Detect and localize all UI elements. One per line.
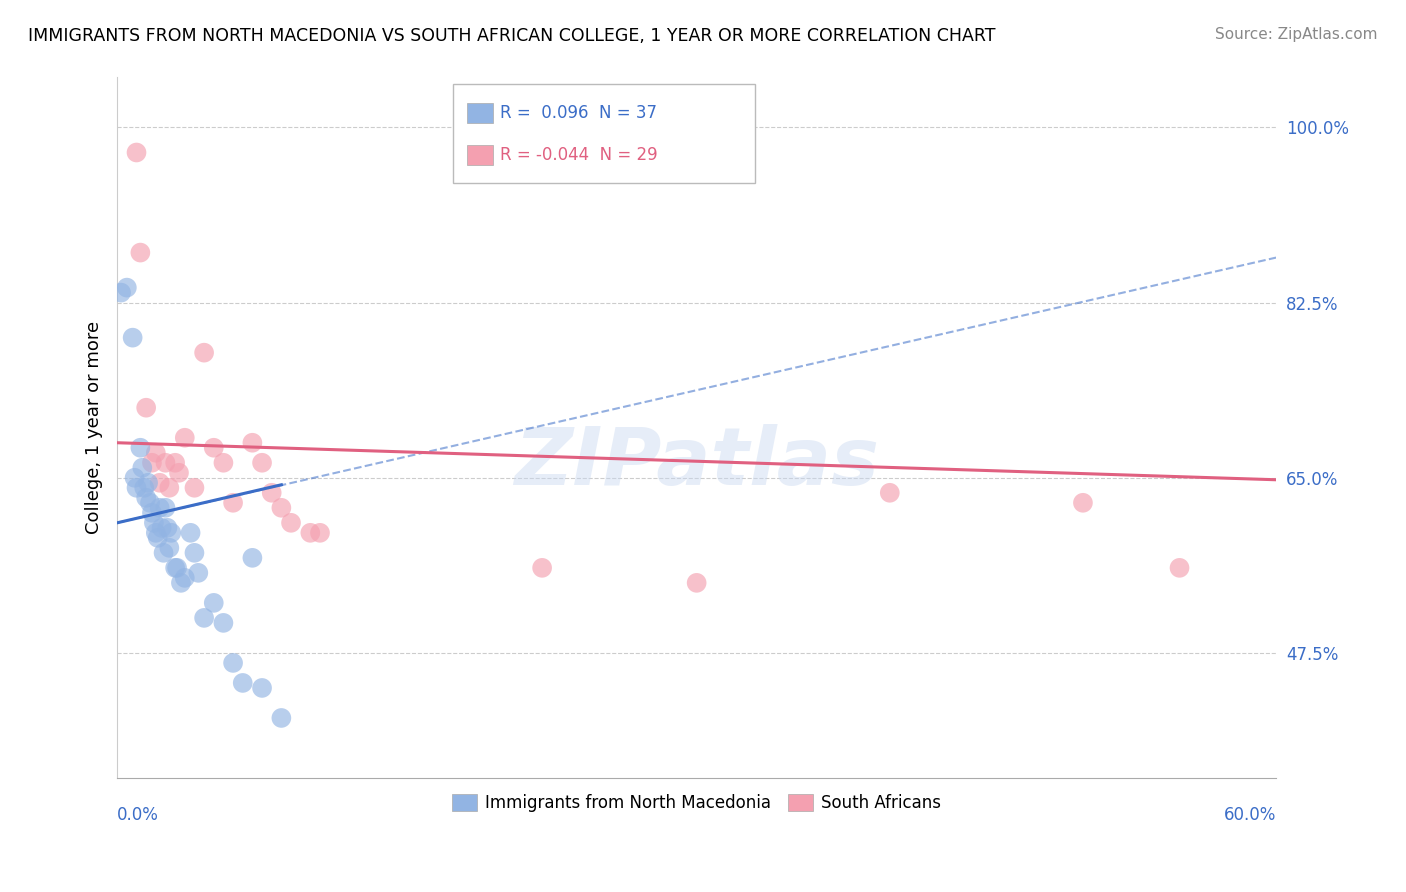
Point — [141, 506, 163, 520]
Point — [134, 481, 156, 495]
Point — [160, 525, 183, 540]
Point — [149, 475, 172, 490]
Point — [173, 431, 195, 445]
Point — [125, 145, 148, 160]
Point — [150, 521, 173, 535]
Point — [270, 711, 292, 725]
Point — [115, 280, 138, 294]
Point — [531, 561, 554, 575]
Point — [155, 456, 177, 470]
Text: R =  0.096  N = 37: R = 0.096 N = 37 — [499, 104, 657, 122]
Text: Source: ZipAtlas.com: Source: ZipAtlas.com — [1215, 27, 1378, 42]
Point — [145, 525, 167, 540]
Point — [685, 575, 707, 590]
Point — [142, 516, 165, 530]
Point — [149, 500, 172, 515]
Point — [146, 531, 169, 545]
Point — [129, 245, 152, 260]
Point — [202, 596, 225, 610]
Point — [110, 285, 132, 300]
Point — [121, 331, 143, 345]
Point — [139, 496, 162, 510]
Point — [222, 656, 245, 670]
Point — [166, 561, 188, 575]
Text: R = -0.044  N = 29: R = -0.044 N = 29 — [499, 146, 657, 164]
Point — [173, 571, 195, 585]
FancyBboxPatch shape — [453, 85, 755, 183]
Point — [879, 485, 901, 500]
Point — [299, 525, 322, 540]
Point — [157, 541, 180, 555]
Point — [170, 575, 193, 590]
Point — [152, 546, 174, 560]
Point — [183, 546, 205, 560]
Point — [1168, 561, 1191, 575]
Point — [242, 435, 264, 450]
Point — [250, 681, 273, 695]
Point — [202, 441, 225, 455]
Point — [124, 471, 146, 485]
Point — [222, 496, 245, 510]
Point — [260, 485, 283, 500]
Point — [155, 500, 177, 515]
Point — [782, 811, 804, 825]
Point — [193, 345, 215, 359]
Point — [135, 401, 157, 415]
Point — [125, 481, 148, 495]
Point — [270, 500, 292, 515]
Legend: Immigrants from North Macedonia, South Africans: Immigrants from North Macedonia, South A… — [446, 788, 948, 819]
FancyBboxPatch shape — [467, 145, 492, 165]
Point — [136, 475, 159, 490]
Text: 60.0%: 60.0% — [1223, 806, 1277, 824]
Point — [242, 550, 264, 565]
Point — [165, 456, 187, 470]
Point — [309, 525, 332, 540]
Text: 0.0%: 0.0% — [117, 806, 159, 824]
Text: ZIPatlas: ZIPatlas — [515, 424, 879, 502]
Point — [193, 611, 215, 625]
Point — [167, 466, 190, 480]
Point — [131, 460, 153, 475]
Point — [212, 615, 235, 630]
Point — [250, 456, 273, 470]
Point — [180, 525, 202, 540]
Point — [165, 561, 187, 575]
Text: IMMIGRANTS FROM NORTH MACEDONIA VS SOUTH AFRICAN COLLEGE, 1 YEAR OR MORE CORRELA: IMMIGRANTS FROM NORTH MACEDONIA VS SOUTH… — [28, 27, 995, 45]
FancyBboxPatch shape — [467, 103, 492, 123]
Point — [187, 566, 209, 580]
Point — [141, 456, 163, 470]
Point — [157, 481, 180, 495]
Point — [156, 521, 179, 535]
Point — [212, 456, 235, 470]
Y-axis label: College, 1 year or more: College, 1 year or more — [86, 321, 103, 534]
Point — [145, 446, 167, 460]
Point — [232, 676, 254, 690]
Point — [183, 481, 205, 495]
Point — [135, 491, 157, 505]
Point — [280, 516, 302, 530]
Point — [1071, 496, 1094, 510]
Point — [129, 441, 152, 455]
